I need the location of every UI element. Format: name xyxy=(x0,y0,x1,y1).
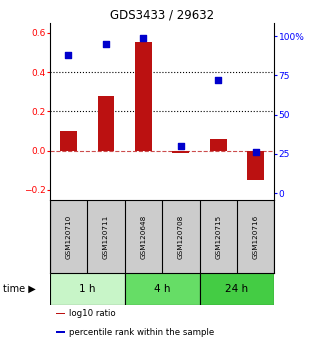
Bar xyxy=(98,96,114,151)
Text: GSM120710: GSM120710 xyxy=(65,215,72,259)
Bar xyxy=(172,151,189,153)
Bar xyxy=(200,273,274,305)
Text: GSM120715: GSM120715 xyxy=(215,215,221,259)
Point xyxy=(253,149,258,155)
Bar xyxy=(56,331,65,333)
Text: 24 h: 24 h xyxy=(225,284,248,294)
Title: GDS3433 / 29632: GDS3433 / 29632 xyxy=(110,9,214,22)
Bar xyxy=(247,151,264,180)
Text: GSM120716: GSM120716 xyxy=(253,215,259,259)
Text: GSM120708: GSM120708 xyxy=(178,215,184,259)
Point xyxy=(216,77,221,83)
Text: GSM120648: GSM120648 xyxy=(140,215,146,259)
Text: time ▶: time ▶ xyxy=(3,284,36,294)
Bar xyxy=(60,131,77,151)
Bar xyxy=(50,273,125,305)
Point xyxy=(141,35,146,40)
Point xyxy=(178,143,183,149)
Text: GSM120711: GSM120711 xyxy=(103,215,109,259)
Bar xyxy=(125,273,200,305)
Text: 4 h: 4 h xyxy=(154,284,170,294)
Text: percentile rank within the sample: percentile rank within the sample xyxy=(69,328,214,337)
Bar xyxy=(135,42,152,151)
Text: log10 ratio: log10 ratio xyxy=(69,309,116,318)
Point xyxy=(66,52,71,58)
Bar xyxy=(210,139,227,151)
Bar xyxy=(56,313,65,314)
Point xyxy=(103,41,108,47)
Text: 1 h: 1 h xyxy=(79,284,95,294)
